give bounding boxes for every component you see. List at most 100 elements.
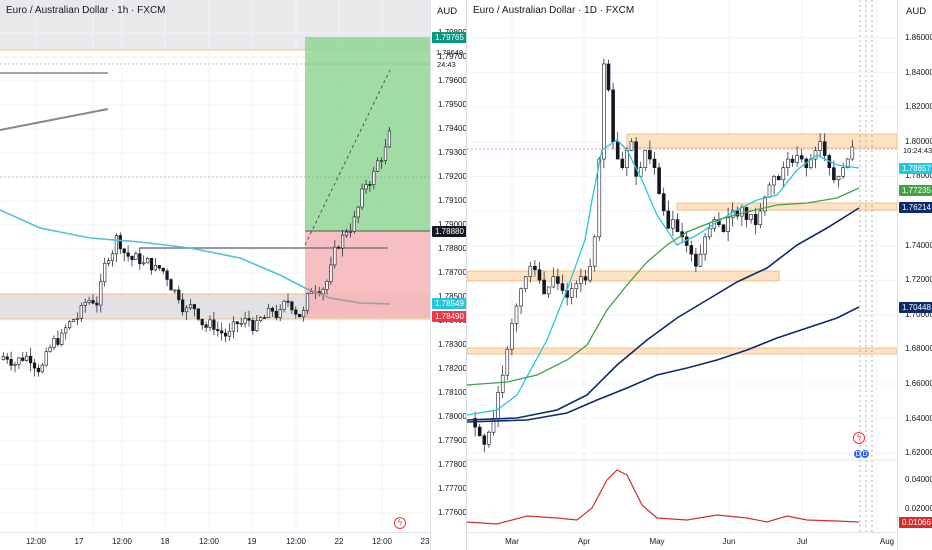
candle [602, 63, 606, 160]
candle [368, 184, 372, 186]
candle [274, 310, 278, 319]
price-tick-label: 1.66000 [905, 379, 932, 388]
candle [321, 288, 325, 295]
ema-mid-tag: 1.76214 [899, 202, 932, 213]
candle [763, 196, 767, 212]
price-tick-label: 1.79500 [438, 100, 466, 109]
price-tick-label: 1.72000 [905, 275, 932, 285]
time-tick-label: 23 [420, 537, 430, 546]
candle [79, 305, 83, 319]
candle [726, 217, 730, 232]
ema-slow-line [467, 207, 860, 421]
chart-pane-daily[interactable]: Euro / Australian Dollar · 1D · FXCM AUD… [466, 0, 932, 550]
candle [611, 89, 615, 143]
candle [200, 318, 204, 326]
hourly-price-axis[interactable]: AUD [430, 0, 466, 550]
candle [110, 253, 115, 261]
candle [266, 307, 271, 318]
price-tick-label: 1.79100 [438, 196, 466, 205]
candle [473, 418, 477, 428]
price-tick-label: 1.70000 [905, 309, 932, 319]
candle [301, 310, 306, 318]
candle [138, 253, 142, 265]
candle [278, 309, 282, 319]
candle [505, 348, 510, 376]
candle [620, 158, 625, 168]
candle [5, 356, 9, 360]
price-tick-label: 1.84000 [905, 67, 932, 77]
chart-pane-hourly[interactable]: Euro / Australian Dollar · 1h · FXCM AUD… [0, 0, 466, 550]
lightning-icon[interactable]: ϟ [394, 517, 406, 529]
loss-zone [305, 231, 430, 318]
candle [510, 323, 514, 350]
daily-chart-canvas[interactable] [467, 0, 932, 550]
candle [99, 281, 103, 306]
candle [795, 155, 799, 163]
candle [850, 146, 855, 160]
candle [173, 289, 177, 292]
price-tick-label: 1.78700 [438, 268, 466, 277]
candle [333, 246, 337, 266]
candle [546, 286, 551, 295]
candle [841, 167, 845, 177]
oscillator-tick-label: 0.02000 [905, 504, 932, 513]
candle-countdown: 24:43 [437, 60, 456, 69]
candle [477, 426, 482, 437]
candle [259, 317, 263, 322]
candle [71, 319, 76, 322]
moving-average-projection [304, 287, 391, 305]
price-tick-label: 1.78800 [438, 244, 466, 253]
hourly-time-axis[interactable] [0, 532, 430, 550]
candle [169, 279, 173, 291]
daily-time-axis[interactable] [467, 532, 897, 550]
candle [103, 263, 107, 283]
candle [56, 338, 60, 345]
candle [689, 245, 694, 255]
candle [177, 289, 181, 301]
candle [786, 158, 790, 168]
candle [48, 347, 52, 352]
daily-price-axis[interactable]: AUD [897, 0, 932, 550]
candle [13, 363, 17, 366]
candle [208, 319, 212, 328]
daily-chart-title: Euro / Australian Dollar · 1D · FXCM [473, 5, 635, 16]
hourly-chart-title: Euro / Australian Dollar · 1h · FXCM [6, 5, 166, 16]
candle [251, 320, 255, 332]
candle [216, 329, 220, 332]
candle [597, 158, 602, 238]
candle [643, 150, 648, 168]
candle [224, 332, 228, 337]
lightning-icon[interactable]: ϟ [853, 432, 865, 444]
dividend-icon[interactable]: D [860, 449, 870, 459]
candle [196, 308, 200, 320]
price-tick-label: 1.78300 [438, 340, 466, 349]
hourly-chart-canvas[interactable] [0, 0, 466, 550]
candle [698, 253, 703, 267]
candle [560, 283, 565, 291]
candle [270, 307, 275, 312]
ema-mid-line [467, 187, 860, 386]
price-tick-label: 1.78100 [438, 388, 466, 397]
candle [107, 260, 111, 264]
ema-slow-tag: 1.70448 [899, 302, 932, 313]
candle [629, 141, 634, 151]
candle [87, 300, 91, 303]
candle [657, 167, 661, 194]
price-tick-label: 1.68000 [905, 344, 932, 354]
candle [360, 188, 364, 208]
price-tick-label: 1.79600 [438, 76, 466, 85]
price-tick-label: 1.77600 [438, 508, 466, 517]
time-tick-label: Mar [505, 537, 519, 546]
moving-average-line [0, 209, 306, 289]
candle [379, 160, 384, 162]
candle [675, 219, 680, 232]
candle [40, 364, 44, 373]
candle [372, 170, 376, 185]
stop-price-tag: 1.78490 [432, 311, 466, 322]
candle [165, 270, 169, 280]
candle [383, 146, 388, 161]
price-tick-label: 1.78500 [438, 292, 466, 301]
candle [533, 265, 537, 271]
candle [149, 257, 154, 271]
candle [220, 330, 224, 334]
